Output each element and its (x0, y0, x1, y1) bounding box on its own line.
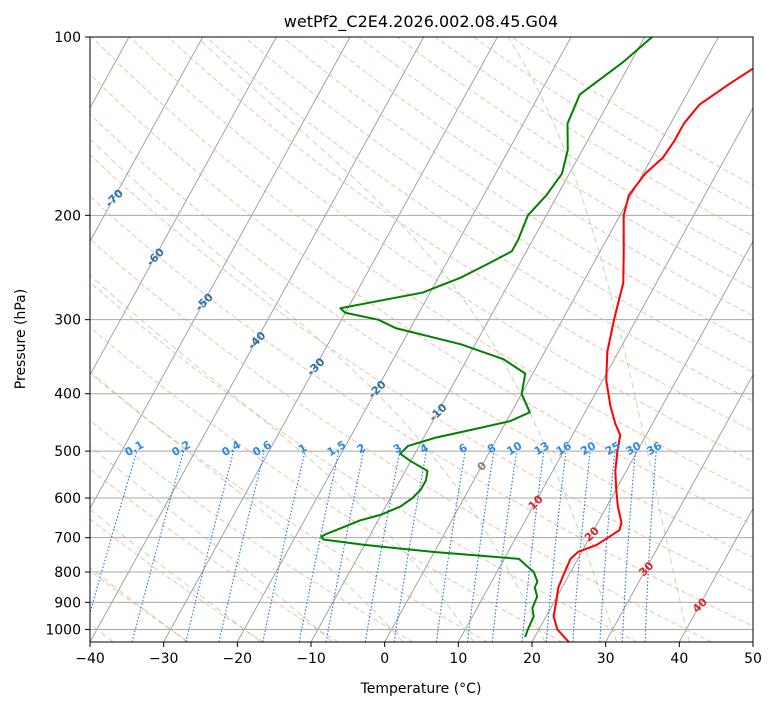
isotherm-line (163, 37, 498, 642)
y-axis-label: Pressure (hPa) (13, 289, 29, 389)
x-tick-label: 20 (523, 651, 541, 667)
mixing-ratio-layer (90, 450, 657, 642)
moist-adiabat-line (90, 138, 546, 642)
dry-adiabat-line (90, 238, 712, 642)
isotherm-line (531, 240, 753, 642)
y-tick-label: 200 (54, 208, 81, 224)
x-axis-label: Temperature (°C) (360, 681, 482, 697)
isotherm-line (457, 106, 753, 642)
isotherm-line (90, 37, 204, 243)
mixing-ratio-line (218, 450, 266, 642)
dry-adiabat-line (90, 154, 753, 592)
y-tick-label: 500 (54, 444, 81, 460)
y-tick-label: 1000 (45, 622, 81, 638)
dry-adiabat-line (282, 37, 753, 345)
mixing-ratio-line (644, 451, 657, 642)
isotherm-line (90, 37, 351, 510)
x-tick-label: −20 (223, 651, 253, 667)
mixing-ratio-line (262, 450, 306, 642)
isotherm-line (605, 373, 753, 642)
x-tick-label: 50 (744, 651, 762, 667)
y-tick-label: 800 (54, 565, 81, 581)
moist-adiabat-line (90, 370, 404, 642)
mixing-ratio-line (90, 450, 138, 615)
dry-adiabat-line (90, 195, 753, 627)
x-tick-label: 30 (597, 651, 615, 667)
dry-adiabat-line (90, 518, 264, 642)
plot-frame (89, 36, 754, 643)
series-layer (320, 37, 753, 642)
dry-adiabat-line (90, 73, 753, 526)
isotherm-line (678, 507, 753, 642)
dry-adiabat-line (90, 372, 488, 642)
x-tick-label: −40 (75, 651, 105, 667)
mixing-ratio-line (545, 451, 567, 642)
dry-adiabat-line (90, 570, 190, 642)
x-tick-label: −30 (149, 651, 179, 667)
isotherm-line (384, 37, 719, 642)
axis-layer: −40 −30 −20 −10 0 10 20 30 40 50 1000 900 800 700 600 5… (45, 30, 762, 667)
x-tick-label: 0 (380, 651, 389, 667)
moist-adiabat-line (90, 274, 475, 642)
y-tick-label: 300 (54, 313, 81, 329)
y-tick-label: 600 (54, 491, 81, 507)
temperature-line (552, 67, 753, 642)
chart-title: wetPf2_C2E4.2026.002.08.45.G04 (284, 12, 558, 32)
dry-adiabat-line (205, 37, 753, 402)
mixing-ratio-line (599, 451, 616, 642)
isotherm-line (310, 37, 646, 642)
isotherm-line (90, 37, 277, 376)
dewpoint-line (320, 37, 653, 638)
y-tick-label: 900 (54, 595, 81, 611)
moist-adiabat-line (507, 37, 690, 642)
mixing-ratio-line (572, 451, 591, 642)
dry-adiabat-line (90, 419, 414, 642)
isotherm-line (236, 37, 572, 642)
isotherm-line (90, 37, 425, 642)
grid-layer (90, 37, 753, 642)
dry-adiabat-line (90, 468, 339, 642)
y-tick-label: 100 (54, 30, 81, 46)
mixing-ratio-line (621, 451, 636, 642)
y-tick-label: 700 (54, 531, 81, 547)
mixing-ratio-line (131, 450, 185, 642)
moist-adiabat-line (90, 445, 333, 642)
x-tick-label: −10 (296, 651, 326, 667)
mixing-ratio-line (298, 450, 340, 642)
dry-adiabat-line (91, 37, 753, 494)
x-tick-label: 40 (670, 651, 688, 667)
mixing-ratio-line (521, 451, 545, 642)
x-tick-label: 10 (449, 651, 467, 667)
plot-area (90, 37, 753, 642)
y-tick-label: 400 (54, 387, 81, 403)
dry-adiabat-line (244, 37, 753, 373)
